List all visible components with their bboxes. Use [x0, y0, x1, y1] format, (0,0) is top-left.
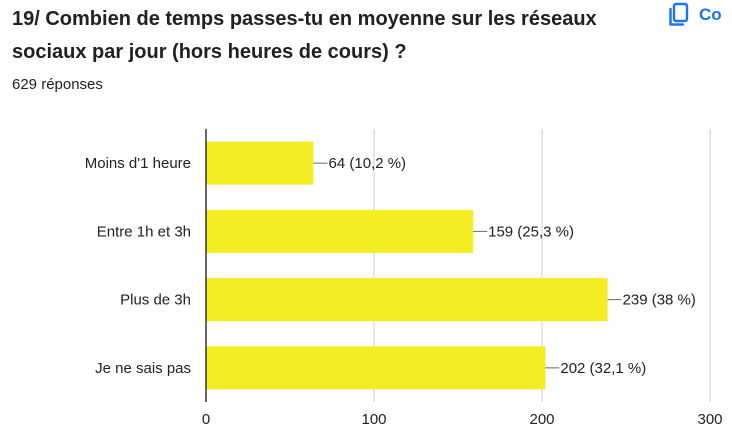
data-label-3: 202 (32,1 %)	[560, 360, 646, 377]
x-tick-label-1: 100	[361, 411, 386, 428]
bar-3[interactable]	[206, 346, 546, 390]
category-label-1: Entre 1h et 3h	[97, 223, 191, 240]
category-label-2: Plus de 3h	[120, 292, 191, 309]
data-label-0: 64 (10,2 %)	[329, 155, 407, 172]
question-title: 19/ Combien de temps passes-tu en moyenn…	[12, 8, 597, 63]
category-label-0: Moins d'1 heure	[85, 155, 191, 172]
copy-label: Co	[699, 5, 722, 24]
data-label-1: 159 (25,3 %)	[488, 223, 574, 240]
x-tick-label-0: 0	[202, 411, 210, 428]
bar-1[interactable]	[206, 209, 474, 253]
bar-0[interactable]	[206, 141, 314, 185]
copy-chart-button[interactable]: Co	[668, 0, 722, 30]
x-tick-label-3: 300	[697, 411, 722, 428]
bar-2[interactable]	[206, 278, 608, 322]
data-label-2: 239 (38 %)	[623, 292, 696, 309]
copy-icon	[669, 2, 689, 26]
category-label-3: Je ne sais pas	[95, 360, 191, 377]
x-tick-label-2: 200	[529, 411, 554, 428]
response-count: 629 réponses	[12, 76, 103, 93]
